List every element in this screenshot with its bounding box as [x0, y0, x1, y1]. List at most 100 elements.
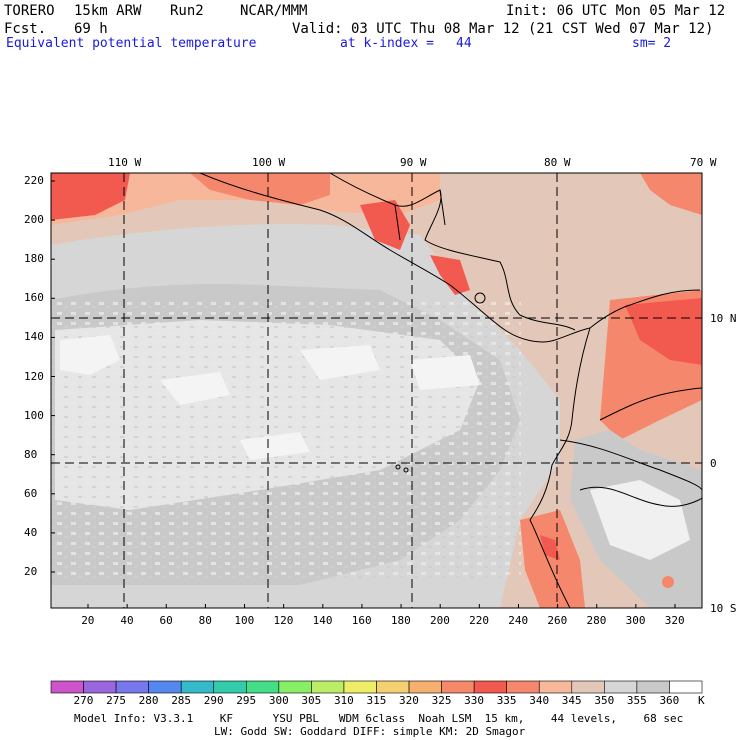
colorbar-label: 280	[138, 694, 159, 707]
colombia-north-coast	[589, 289, 701, 329]
forecast-label: Fcst.	[4, 21, 47, 37]
colorbar-label: 330	[464, 694, 485, 707]
lat-label-10n: 10 N	[710, 312, 737, 325]
colorbar-swatch	[278, 680, 312, 694]
smoothing-label: sm= 2	[632, 36, 672, 51]
amazon-white-region	[590, 480, 690, 560]
x-tick-label: 60	[159, 614, 173, 627]
north-warm-band	[51, 173, 440, 225]
x-tick-label: 220	[469, 614, 489, 627]
south-america-pacific-coast	[529, 327, 591, 608]
lake-nicaragua	[474, 292, 486, 304]
colorbar-swatch	[376, 680, 410, 694]
x-tick-label: 260	[547, 614, 568, 627]
galapagos-islands	[395, 464, 401, 470]
lon-label-80w: 80 W	[544, 156, 571, 169]
colorbar-swatch	[636, 680, 670, 694]
model-name: TORERO	[4, 3, 55, 19]
level-label: at k-index =	[340, 36, 434, 51]
colorbar-swatch	[213, 680, 247, 694]
north-hot-zone	[51, 173, 130, 220]
colorbar-label: 295	[236, 694, 257, 707]
central-america-pacific-coast	[199, 173, 591, 343]
k-index-value: 44	[456, 36, 472, 51]
colorbar-swatch	[83, 680, 117, 694]
colorbar-label: 360	[659, 694, 680, 707]
colorbar-label: 305	[301, 694, 322, 707]
lon-label-70w: 70 W	[690, 156, 717, 169]
colorbar-swatch	[246, 680, 280, 694]
belize-border	[439, 189, 446, 226]
guatemala-border	[394, 204, 401, 241]
x-tick-label: 160	[351, 614, 372, 627]
colorbar-swatch	[148, 680, 182, 694]
colombia-venezuela-border	[599, 387, 702, 421]
x-tick-label: 180	[390, 614, 411, 627]
field-name: Equivalent potential temperature	[6, 36, 257, 51]
colorbar-label: 350	[594, 694, 615, 707]
colorbar-label: 270	[73, 694, 94, 707]
colorbar-label: 355	[626, 694, 647, 707]
lon-label-110w: 110 W	[108, 156, 142, 169]
x-tick-label: 120	[273, 614, 294, 627]
colorbar-label: 290	[203, 694, 224, 707]
caribbean-warm-zone	[640, 173, 702, 215]
colorbar-unit: K	[698, 694, 705, 707]
colorbar-swatch	[311, 680, 345, 694]
colorbar-swatch	[441, 680, 475, 694]
colorbar-label: 335	[496, 694, 517, 707]
y-tick-label: 220	[24, 174, 44, 187]
colorbar-swatch	[115, 680, 149, 694]
resolution: 15km ARW	[74, 3, 142, 19]
x-tick-label: 280	[586, 614, 607, 627]
init-time: Init: 06 UTC Mon 05 Mar 12	[506, 3, 726, 19]
colorbar-label: 285	[171, 694, 192, 707]
colorbar-swatch	[538, 680, 573, 694]
colorbar-label: 345	[561, 694, 582, 707]
y-tick-label: 200	[24, 213, 44, 227]
x-tick-label: 320	[664, 614, 685, 627]
y-tick-label: 100	[24, 408, 44, 422]
peru-brazil-border	[579, 486, 702, 507]
x-tick-label: 300	[625, 614, 646, 627]
y-tick-label: 160	[24, 291, 44, 305]
x-tick-label: 40	[120, 614, 134, 627]
galapagos-islands-2	[403, 467, 409, 473]
y-tick-label: 180	[24, 252, 44, 266]
ecuador-border	[559, 439, 702, 491]
x-tick-label: 80	[198, 614, 212, 627]
y-tick-label: 80	[24, 447, 38, 461]
x-tick-label: 140	[312, 614, 333, 627]
y-tick-label: 40	[24, 525, 38, 539]
model-info-line2: LW: Godd SW: Goddard DIFF: simple KM: 2D…	[214, 725, 526, 738]
model-info-line1: Model Info: V3.3.1 KF YSU PBL WDM 6class…	[74, 712, 684, 725]
lon-label-100w: 100 W	[252, 156, 286, 169]
colorbar-swatch	[343, 680, 377, 694]
colorbar-label: 315	[366, 694, 387, 707]
colorbar-label: 275	[106, 694, 126, 707]
colorbar-label: 325	[431, 694, 452, 707]
mexico-warm-zone	[190, 173, 330, 205]
colorbar-label: 320	[399, 694, 419, 707]
central-america-caribbean-coast	[329, 173, 576, 331]
lat-label-0: 0	[710, 457, 717, 470]
colorbar-label: 340	[529, 694, 550, 707]
axis-ticks	[51, 180, 676, 608]
x-tick-label: 200	[430, 614, 450, 627]
map-field	[51, 173, 702, 608]
colorbar-label: 310	[333, 694, 354, 707]
y-tick-label: 60	[24, 486, 38, 500]
y-tick-label: 120	[24, 369, 44, 383]
run-label: Run2	[170, 3, 204, 19]
colorbar-swatch	[473, 680, 507, 694]
nicaragua-hot-zone	[430, 255, 470, 295]
colorbar-swatch	[604, 680, 638, 694]
south-warm-spot	[662, 576, 674, 588]
plot-frame	[50, 172, 703, 609]
colombia-hot-zone	[625, 298, 702, 365]
colorbar-swatch	[506, 680, 540, 694]
x-tick-label: 100	[234, 614, 255, 627]
forecast-hours: 69 h	[74, 21, 108, 37]
